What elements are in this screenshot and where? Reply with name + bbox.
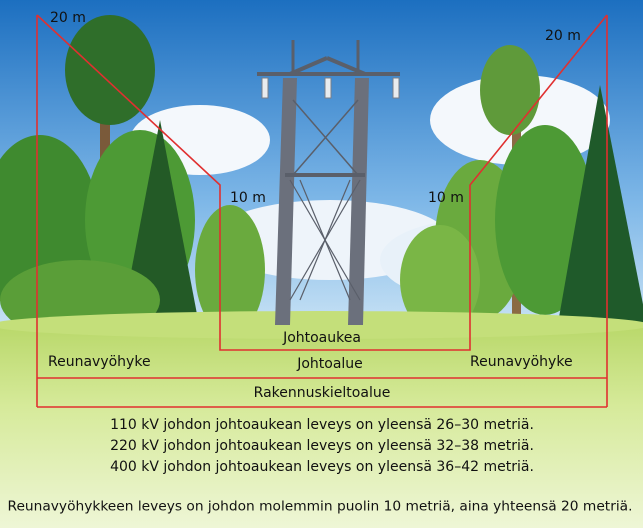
width-label: 10 m xyxy=(230,190,266,206)
zone-label: Johtoalue xyxy=(296,356,363,372)
width-label: 10 m xyxy=(428,190,464,206)
illustration: 20 m 20 m 10 m 10 m Johtoaukea Reunavyöh… xyxy=(0,0,643,528)
zone-label: Rakennuskieltoalue xyxy=(254,385,391,401)
zone-label: Johtoaukea xyxy=(282,330,361,346)
width-label: 20 m xyxy=(545,28,581,44)
note: 110 kV johdon johtoaukean leveys on ylee… xyxy=(110,417,534,433)
page: 20 m 20 m 10 m 10 m Johtoaukea Reunavyöh… xyxy=(0,0,643,528)
note: 400 kV johdon johtoaukean leveys on ylee… xyxy=(110,459,534,475)
footer: Reunavyöhykkeen leveys on johdon molemmi… xyxy=(8,500,633,515)
width-label: 20 m xyxy=(50,10,86,26)
zone-label: Reunavyöhyke xyxy=(470,354,573,370)
zone-label: Reunavyöhyke xyxy=(48,354,151,370)
note: 220 kV johdon johtoaukean leveys on ylee… xyxy=(110,438,534,454)
